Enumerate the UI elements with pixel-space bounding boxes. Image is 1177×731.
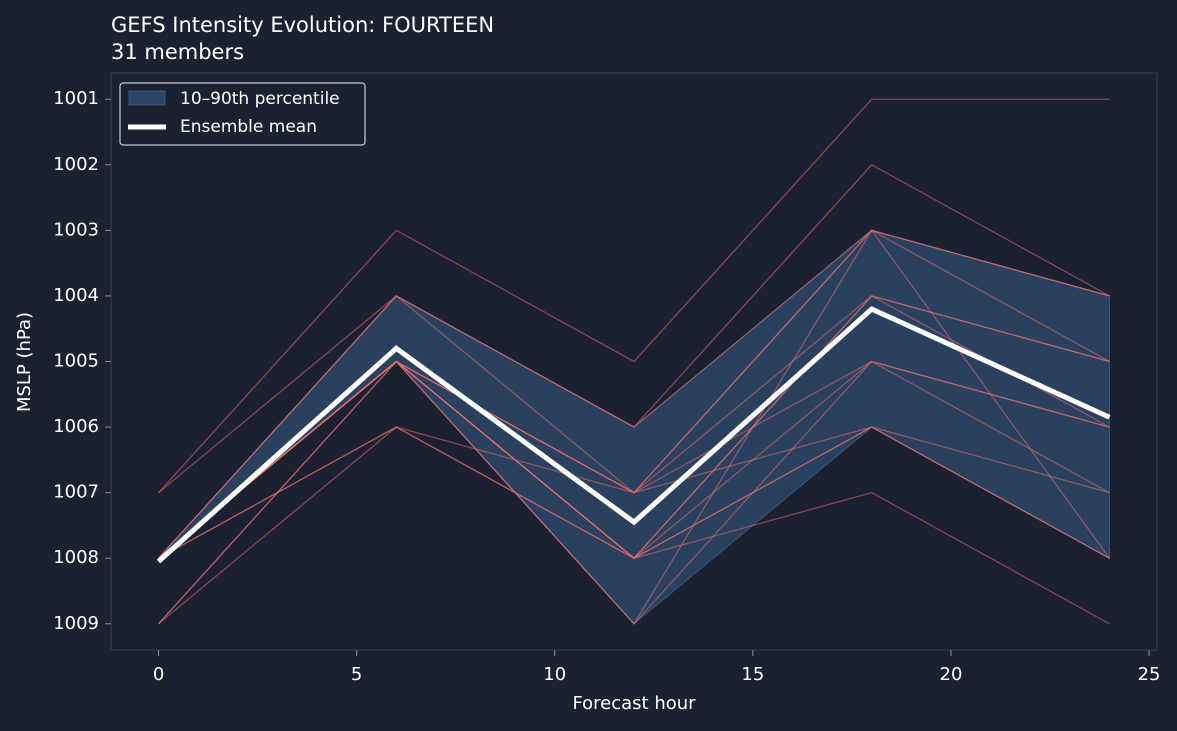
y-tick-label: 1006 [53, 416, 99, 437]
chart-subtitle: 31 members [111, 40, 244, 64]
legend-swatch [128, 90, 166, 106]
legend-label: Ensemble mean [180, 117, 317, 137]
x-tick-label: 25 [1138, 664, 1161, 685]
x-tick-label: 5 [351, 664, 362, 685]
y-tick-label: 1004 [53, 285, 99, 306]
x-axis-label: Forecast hour [572, 693, 696, 714]
y-axis-label: MSLP (hPa) [14, 312, 35, 412]
x-tick-label: 10 [543, 664, 566, 685]
y-tick-label: 1003 [53, 219, 99, 240]
y-tick-label: 1002 [53, 154, 99, 175]
y-tick-label: 1009 [53, 613, 99, 634]
y-tick-label: 1005 [53, 351, 99, 372]
y-tick-label: 1008 [53, 547, 99, 568]
y-tick-label: 1007 [53, 482, 99, 503]
x-tick-label: 20 [940, 664, 963, 685]
legend-label: 10–90th percentile [180, 89, 340, 109]
member-line [158, 360, 1110, 625]
x-tick-label: 15 [741, 664, 764, 685]
member-line [158, 98, 1110, 494]
y-tick-label: 1001 [53, 88, 99, 109]
member-line [158, 426, 1110, 625]
chart-title: GEFS Intensity Evolution: FOURTEEN [111, 13, 494, 37]
member-line [158, 360, 1110, 559]
x-tick-label: 0 [153, 664, 164, 685]
mean-line [156, 306, 1111, 564]
legend-box [119, 82, 366, 146]
